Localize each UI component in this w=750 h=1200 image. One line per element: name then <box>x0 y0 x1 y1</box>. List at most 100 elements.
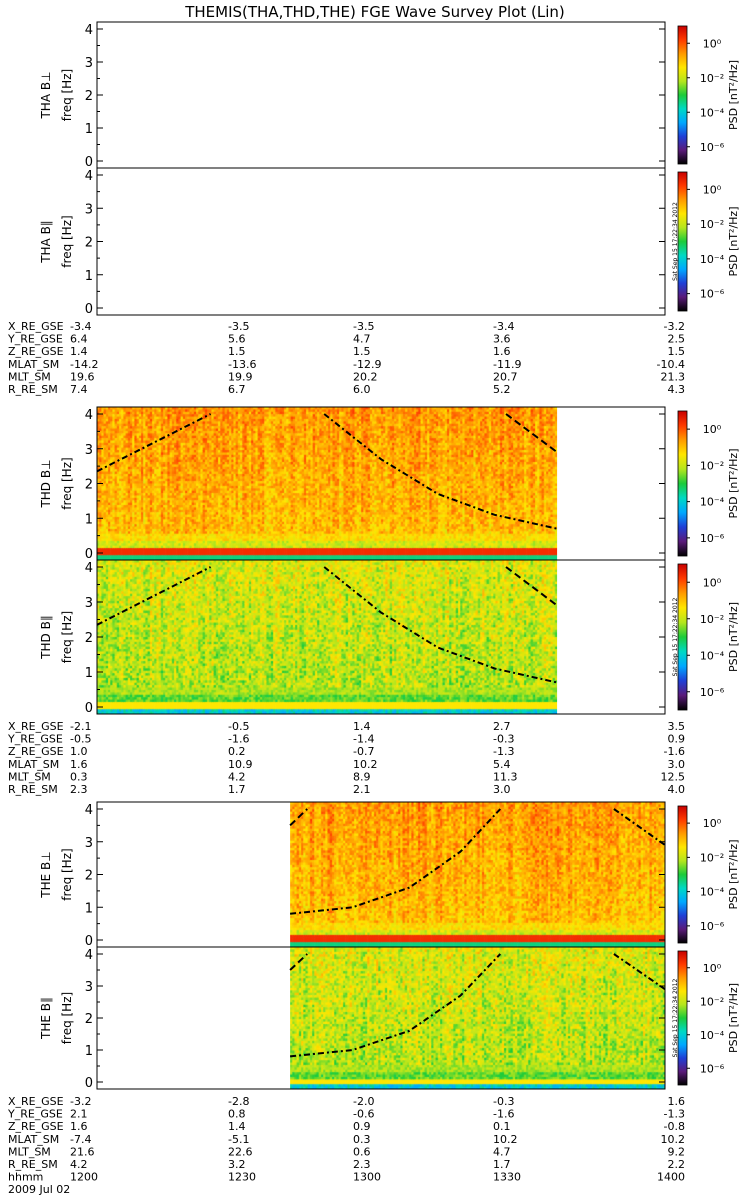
ephem-value: -0.5 <box>228 720 249 733</box>
y-tick-label: 1 <box>85 512 93 527</box>
colorbar-tick-label: 10⁻⁶ <box>700 1062 725 1075</box>
panel-ylabel: THE B⊥ <box>39 851 53 898</box>
ephem-value: 0.8 <box>228 1108 246 1121</box>
ephem-value: 0.3 <box>70 770 88 783</box>
ephem-label: X_RE_GSE <box>8 720 64 733</box>
colorbar-scale <box>677 410 688 557</box>
ephem-label: Y_RE_GSE <box>7 733 63 746</box>
ephem-value: -7.4 <box>70 1133 91 1146</box>
colorbar-tick-label: 10⁻⁶ <box>700 686 725 699</box>
y-tick-label: 3 <box>85 980 93 995</box>
colorbar-label: PSD [nT²/Hz] <box>727 60 740 130</box>
ephem-label: Z_RE_GSE <box>8 745 64 758</box>
ephem-value: 4.3 <box>668 383 686 396</box>
colorbar-scale <box>677 950 688 1086</box>
ephem-value: 11.3 <box>493 770 518 783</box>
ephem-label: R_RE_SM <box>8 383 58 396</box>
ephem-value: 0.1 <box>493 1120 511 1133</box>
colorbar-tick-label: 10⁻² <box>700 613 724 626</box>
ephem-value: 1.6 <box>70 1120 88 1133</box>
ephem-value: 4.2 <box>70 1158 88 1171</box>
ephem-value: 5.6 <box>228 333 246 346</box>
gyrofrequency-curve <box>289 953 502 1058</box>
panel-ylabel: THD B∥ <box>39 615 53 660</box>
colorbar-tick-label: 10⁻⁶ <box>700 288 725 301</box>
ephem-value: 1300 <box>353 1171 381 1184</box>
ephem-value: 19.9 <box>228 370 253 383</box>
y-tick-label: 3 <box>85 836 93 851</box>
ephem-value: -3.4 <box>70 320 91 333</box>
ephem-value: 3.2 <box>228 1158 246 1171</box>
y-tick-label: 1 <box>85 901 93 916</box>
ephem-value: 4.2 <box>228 770 246 783</box>
colorbar-label: PSD [nT²/Hz] <box>727 206 740 276</box>
panel-frame <box>96 167 666 316</box>
y-tick-label: 1 <box>85 122 93 137</box>
gyrofrequency-curve <box>613 953 666 991</box>
y-tick-label: 2 <box>85 89 93 104</box>
ephem-value: -14.2 <box>70 358 98 371</box>
ephem-value: 1400 <box>657 1171 685 1184</box>
ephem-value: 1.5 <box>228 345 246 358</box>
ephemeris-table: X_RE_GSE -2.1 -0.5 1.4 2.7 3.5Y_RE_GSE -0.5 -1.… <box>7 720 685 796</box>
ephem-value: 1.4 <box>353 720 371 733</box>
ephem-value: -0.3 <box>493 733 514 746</box>
ephem-value: 2.1 <box>353 783 371 796</box>
ephem-value: 8.9 <box>353 770 371 783</box>
ephem-value: -12.9 <box>353 358 381 371</box>
ephem-value: -1.3 <box>664 1108 685 1121</box>
ephem-value: 0.9 <box>668 733 686 746</box>
ephem-value: 1.4 <box>70 345 88 358</box>
ephem-value: 3.0 <box>668 758 686 771</box>
colorbar-tick-label: 10⁰ <box>703 576 722 589</box>
ephem-value: -11.9 <box>493 358 521 371</box>
y-tick-label: 4 <box>85 169 93 184</box>
ephem-value: 12.5 <box>661 770 686 783</box>
panel-thd-bpar: 0 1 2 3 4 THD B∥ freq [Hz] 10⁰ 10⁻² 10⁻⁴ 10⁻⁶ PSD [… <box>39 559 740 716</box>
ephem-value: -1.6 <box>493 1108 514 1121</box>
spectrogram-image <box>290 947 665 1089</box>
gyrofrequency-curve <box>289 953 308 971</box>
ephem-value: 1.0 <box>70 745 88 758</box>
ephem-label: Z_RE_GSE <box>8 1120 64 1133</box>
colorbar-tick-label: 10⁻² <box>700 851 724 864</box>
ephem-value: 7.4 <box>70 383 88 396</box>
ephem-value: 10.2 <box>661 1133 686 1146</box>
ephem-value: -3.5 <box>353 320 374 333</box>
ephem-value: 6.4 <box>70 333 88 346</box>
y-tick-label: 0 <box>85 302 93 317</box>
ephem-label: Z_RE_GSE <box>8 345 64 358</box>
panel-ylabel: THD B⊥ <box>39 459 53 508</box>
y-tick-label: 0 <box>85 934 93 949</box>
colorbar-tick-label: 10⁻⁴ <box>700 1029 725 1042</box>
y-tick-label: 4 <box>85 408 93 423</box>
ephem-value: 1.6 <box>493 345 511 358</box>
ephem-value: 2.2 <box>668 1158 686 1171</box>
ephem-value: 0.3 <box>353 1133 371 1146</box>
y-tick-label: 2 <box>85 1012 93 1027</box>
ephem-value: 0.9 <box>353 1120 371 1133</box>
ephem-value: -2.8 <box>228 1095 249 1108</box>
spectrogram-image <box>97 560 558 714</box>
colorbar-label: PSD [nT²/Hz] <box>727 602 740 672</box>
colorbar-label: PSD [nT²/Hz] <box>727 448 740 518</box>
ephem-value: 1.7 <box>493 1158 511 1171</box>
colorbar-label: PSD [nT²/Hz] <box>727 983 740 1053</box>
ephem-label: MLAT_SM <box>8 758 59 771</box>
ephem-value: -0.3 <box>493 1095 514 1108</box>
ephem-value: 10.2 <box>493 1133 518 1146</box>
ephem-value: 3.5 <box>668 720 686 733</box>
plot-date: 2009 Jul 02 <box>8 1183 70 1196</box>
colorbar-tick-label: 10⁻² <box>700 995 724 1008</box>
ephemeris-table: X_RE_GSE -3.2 -2.8 -2.0 -0.3 1.6 Y_RE_GSE 2.1 0.… <box>7 1095 685 1196</box>
ephem-label: MLT_SM <box>8 370 51 383</box>
ephem-value: 1.6 <box>668 1095 686 1108</box>
colorbar-tick-label: 10⁻⁴ <box>700 106 725 119</box>
y-tick-label: 3 <box>85 443 93 458</box>
ephem-value: 9.2 <box>668 1145 686 1158</box>
colorbar-tick-label: 10⁰ <box>703 423 722 436</box>
ephem-value: 1230 <box>228 1171 256 1184</box>
